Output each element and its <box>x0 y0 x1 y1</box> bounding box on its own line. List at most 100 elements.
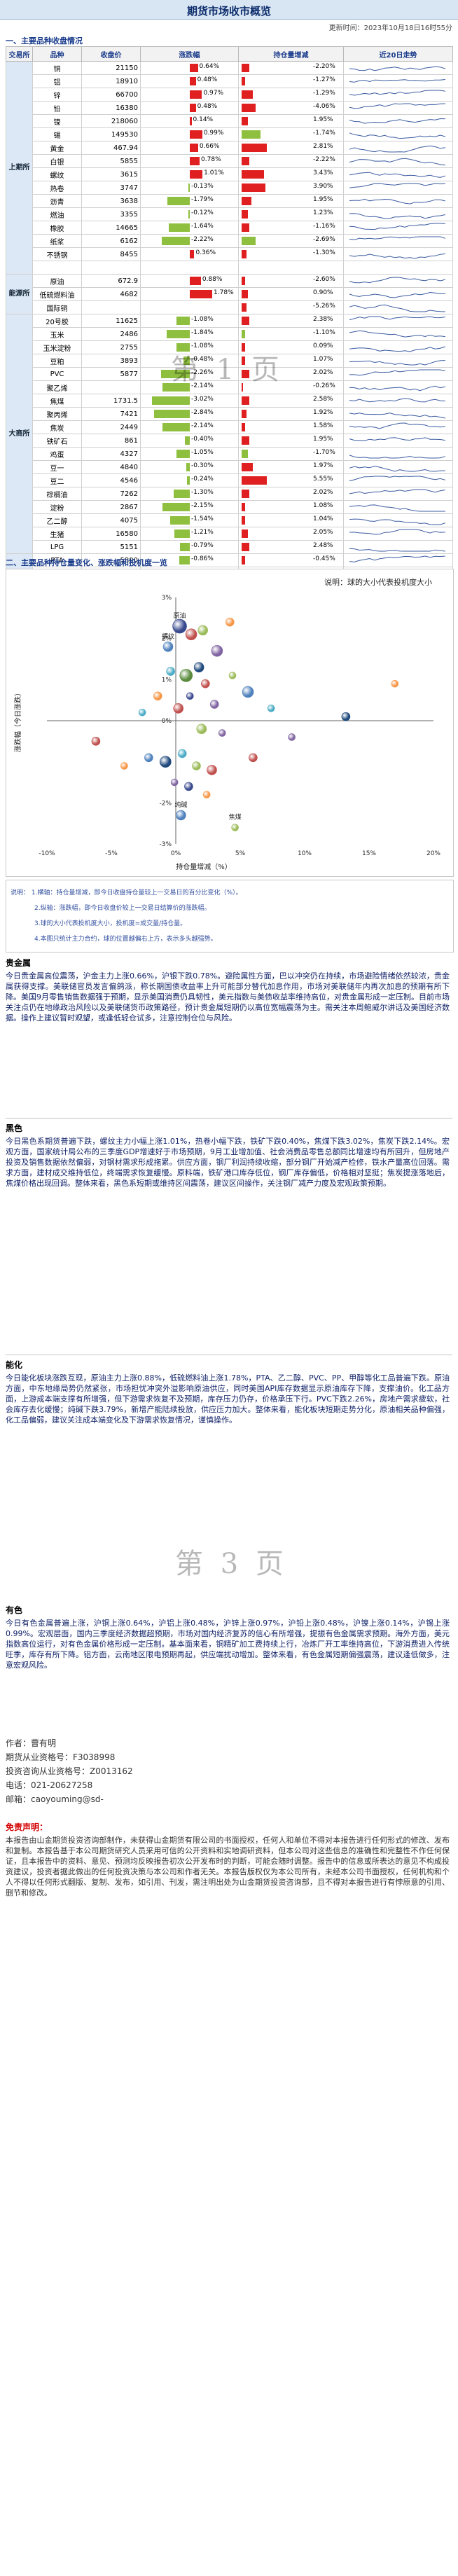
oi-label: -5.26% <box>313 303 335 310</box>
change-label: -0.40% <box>191 436 214 443</box>
trend-sparkline <box>343 460 453 474</box>
bubble-point <box>288 733 296 741</box>
change-bar <box>190 64 198 72</box>
precious-text: 今日贵金属高位震荡，沪金主力上涨0.66%，沪银下跌0.78%。避险属性方面，巴… <box>6 971 450 1023</box>
bubble-point <box>211 644 223 657</box>
nonferrous-title: 有色 <box>6 1605 23 1615</box>
oi-label: 2.81% <box>313 143 333 150</box>
bubble-point <box>207 765 217 775</box>
bubble-point <box>153 691 162 701</box>
header-oi-change: 持仓量增减 <box>238 46 344 62</box>
close-price: 18910 <box>81 74 141 88</box>
change-bar <box>190 250 195 258</box>
change-cell: -1.30% <box>140 487 239 501</box>
bubble-point <box>242 686 254 698</box>
change-cell: -1.79% <box>140 194 239 208</box>
trend-sparkline <box>343 194 453 208</box>
bubble-point <box>249 753 258 763</box>
table-row: 镍 218060 0.14% 1.95% <box>6 114 453 128</box>
change-label: -0.48% <box>191 356 214 363</box>
change-cell: 0.48% <box>140 74 239 88</box>
update-time: 更新时间：2023年10月18日16时55分 <box>328 25 452 32</box>
product-name: 铝 <box>32 74 82 88</box>
close-price: 4075 <box>81 513 141 527</box>
change-label: 0.88% <box>202 276 223 283</box>
trend-sparkline <box>343 207 453 221</box>
oi-label: 2.48% <box>313 542 333 549</box>
change-label: -0.12% <box>191 209 214 216</box>
oi-change-cell: 1.95% <box>238 114 344 128</box>
close-price: 672.9 <box>81 274 141 288</box>
oi-change-cell: -1.27% <box>238 74 344 88</box>
change-label: 0.66% <box>199 143 220 150</box>
close-price: 2486 <box>81 327 141 341</box>
trend-sparkline <box>343 380 453 394</box>
change-bar <box>190 157 200 165</box>
trend-sparkline <box>343 154 453 168</box>
change-bar <box>169 223 190 232</box>
oi-bar <box>242 290 248 298</box>
note-1: 说明： 1.横轴：持仓量增减，即今日收盘持仓量较上一交易日的百分比变化（%）。 <box>11 889 242 896</box>
table-row: 螺纹 3615 1.01% 3.43% <box>6 167 453 181</box>
oi-bar <box>242 117 248 125</box>
oi-label: 1.04% <box>313 515 333 522</box>
change-cell: -1.54% <box>140 513 239 527</box>
close-price: 6162 <box>81 234 141 248</box>
oi-bar <box>242 556 245 565</box>
change-cell: -1.21% <box>140 527 239 541</box>
oi-label: 1.23% <box>313 209 333 216</box>
close-price: 218060 <box>81 114 141 128</box>
change-cell: 0.48% <box>140 101 239 115</box>
product-name: 白银 <box>32 154 82 168</box>
close-price: 149530 <box>81 127 141 141</box>
oi-bar <box>242 197 251 205</box>
product-name: 乙二醇 <box>32 513 82 527</box>
watermark-page3: 第 3 页 <box>175 1548 288 1580</box>
y-tick-label: -3% <box>159 841 172 848</box>
trend-sparkline <box>343 127 453 141</box>
product-name: 沥青 <box>32 194 82 208</box>
exchange-cell: 大商所 <box>6 314 33 554</box>
bubble-label: 纯碱 <box>174 801 187 809</box>
change-label: -0.30% <box>191 462 214 469</box>
note-2: 2.纵轴：涨跌幅，即今日收盘价较上一交易日结算价的涨跌幅。 <box>34 905 211 912</box>
oi-label: -2.20% <box>313 63 335 70</box>
change-bar <box>190 77 196 85</box>
ferrous-title: 黑色 <box>6 1123 23 1133</box>
oi-bar <box>242 463 254 471</box>
close-price: 3747 <box>81 181 141 195</box>
trend-sparkline <box>343 114 453 128</box>
change-bar <box>186 476 190 485</box>
change-bar <box>190 290 213 298</box>
bubble-point <box>231 824 239 831</box>
disclaimer-text: 本报告由山金期货投资咨询部制作，未获得山金期货有限公司的书面授权，任何人和单位不… <box>6 1836 450 1897</box>
x-tick-label: -5% <box>105 850 118 857</box>
table-header-row: 交易所 品种 收盘价 涨跌幅 持仓量增减 近20日走势 <box>6 46 453 62</box>
table-row: 低硫燃料油 4682 1.78% 0.90% <box>6 287 453 301</box>
section1-title: 一、主要品种收盘情况 <box>6 36 83 46</box>
trend-sparkline <box>343 340 453 354</box>
table-row: 沥青 3638 -1.79% 1.95% <box>6 194 453 208</box>
oi-change-cell: 1.92% <box>238 407 344 421</box>
table-row: 聚丙烯 7421 -2.84% 1.92% <box>6 407 453 421</box>
oi-change-cell: 2.05% <box>238 527 344 541</box>
product-name: 铁矿石 <box>32 434 82 448</box>
change-cell: -0.30% <box>140 460 239 474</box>
change-label: -1.64% <box>191 223 214 230</box>
bubble-point <box>267 705 275 712</box>
close-price: 5877 <box>81 367 141 381</box>
title-bar: 期货市场收市概览 <box>0 0 458 20</box>
table-row: 聚乙烯 -2.14% -0.26% <box>6 380 453 394</box>
close-price: 4546 <box>81 473 141 487</box>
oi-label: 2.58% <box>313 396 333 403</box>
bubble-point <box>196 723 207 735</box>
change-bar <box>170 516 190 525</box>
oi-label: -1.30% <box>313 249 335 256</box>
change-cell: 0.64% <box>140 61 239 75</box>
oi-bar <box>242 210 248 219</box>
product-name: 螺纹 <box>32 167 82 181</box>
product-name: 纸浆 <box>32 234 82 248</box>
bubble-point <box>184 782 193 791</box>
change-label: -2.14% <box>191 382 214 389</box>
